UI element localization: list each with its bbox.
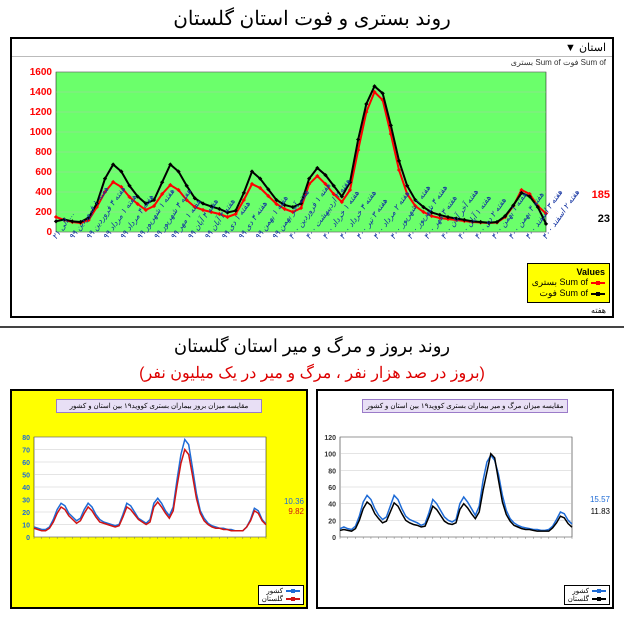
sub-title: روند بروز و مرگ و میر استان گلستان [0, 332, 624, 361]
chart-measure-labels: Sum of فوت Sum of بستری [12, 57, 612, 68]
main-chart-svg: 02004006008001000120014001600۲۱ الی …هفت… [12, 68, 592, 300]
svg-text:20: 20 [328, 518, 336, 525]
small-left-legend: کشورگلستان [258, 585, 304, 605]
bottom-row: مقایسه میزان بروز بیماران بستری کووید۱۹ … [0, 389, 624, 619]
sr-end-label-0: 15.57 [590, 495, 610, 504]
small-chart-right: مقایسه میزان مرگ و میر بیماران بستری کوو… [316, 389, 614, 609]
svg-text:30: 30 [22, 498, 30, 505]
svg-text:0: 0 [26, 535, 30, 542]
small-left-svg: 0 10 20 30 40 50 60 70 80 [12, 415, 304, 593]
legend-row: کشور [262, 587, 300, 595]
sr-end-label-1: 11.83 [591, 507, 610, 516]
svg-text:20: 20 [22, 510, 30, 517]
small-chart-left: مقایسه میزان بروز بیماران بستری کووید۱۹ … [10, 389, 308, 609]
legend-row: Sum of بستری [532, 277, 605, 288]
main-chart-box: استان ▼ Sum of فوت Sum of بستری 02004006… [10, 37, 614, 318]
small-left-banner: مقایسه میزان بروز بیماران بستری کووید۱۹ … [56, 399, 262, 413]
separator [0, 326, 624, 328]
svg-text:1600: 1600 [30, 68, 53, 78]
series-end-label-death: 23 [598, 213, 610, 225]
legend-row: گلستان [262, 595, 300, 603]
legend-row: Sum of فوت [532, 288, 605, 299]
svg-text:100: 100 [324, 452, 336, 459]
sl-end-label-0: 10.36 [284, 497, 304, 506]
svg-text:80: 80 [328, 468, 336, 475]
svg-text:0: 0 [332, 535, 336, 542]
chart-filter-header[interactable]: استان ▼ [12, 39, 612, 57]
svg-text:200: 200 [35, 207, 52, 218]
series-end-label-hosp: 185 [592, 189, 610, 201]
main-legend: Values Sum of بستریSum of فوت [527, 263, 610, 303]
svg-text:1400: 1400 [30, 87, 53, 98]
main-footer-label: هفته [12, 305, 612, 316]
main-plot-wrap: 02004006008001000120014001600۲۱ الی …هفت… [12, 68, 612, 305]
svg-text:120: 120 [324, 435, 336, 442]
svg-text:1000: 1000 [30, 127, 53, 138]
svg-text:40: 40 [328, 502, 336, 509]
svg-text:80: 80 [22, 435, 30, 442]
svg-text:400: 400 [35, 187, 52, 198]
small-right-legend: کشورگلستان [564, 585, 610, 605]
small-right-banner: مقایسه میزان مرگ و میر بیماران بستری کوو… [362, 399, 568, 413]
svg-text:800: 800 [35, 147, 52, 158]
sl-end-label-1: 9.82 [288, 507, 304, 516]
svg-text:600: 600 [35, 167, 52, 178]
svg-text:10: 10 [22, 523, 30, 530]
svg-text:1200: 1200 [30, 107, 53, 118]
legend-row: کشور [568, 587, 606, 595]
svg-text:40: 40 [22, 485, 30, 492]
svg-text:60: 60 [328, 485, 336, 492]
svg-text:60: 60 [22, 460, 30, 467]
svg-text:50: 50 [22, 473, 30, 480]
small-right-svg: 0 20 40 60 80 100 120 [318, 415, 610, 593]
sub-title-red: (بروز در صد هزار نفر ، مرگ و میر در یک م… [0, 361, 624, 389]
main-title: روند بستری و فوت استان گلستان [0, 0, 624, 37]
legend-row: گلستان [568, 595, 606, 603]
svg-text:70: 70 [22, 448, 30, 455]
legend-title: Values [532, 267, 605, 277]
